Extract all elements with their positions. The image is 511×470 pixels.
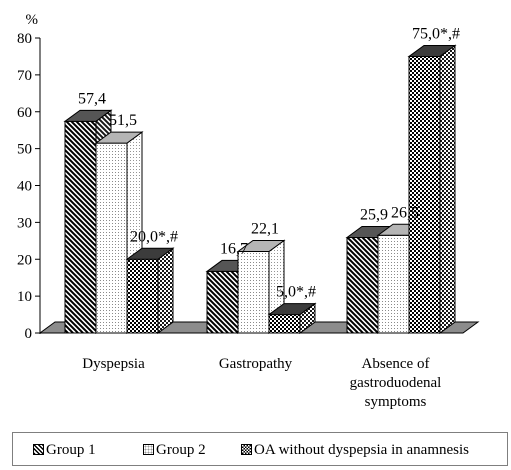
bar [377, 234, 410, 334]
y-tick-label: 20 [17, 252, 32, 268]
data-label: 51,5 [109, 112, 137, 129]
legend-swatch-group-1 [33, 444, 44, 455]
legend-item-oa: OA without dyspepsia in anamnesis [241, 442, 469, 459]
y-tick-label: 50 [17, 142, 32, 158]
data-label: 25,9 [360, 206, 388, 223]
x-category-label-line: symptoms [365, 394, 427, 410]
x-category-label-line: Gastropathy [219, 356, 293, 372]
data-label: 75,0*,# [412, 25, 460, 42]
bar-top [125, 247, 175, 260]
y-tick-label: 30 [17, 215, 32, 231]
x-category-label: Gastropathy [219, 356, 293, 372]
x-category-label-line: gastroduodenal [350, 375, 442, 391]
bar [64, 120, 97, 334]
bar [346, 236, 379, 334]
y-tick-label: 10 [17, 289, 32, 305]
legend-label-group-2: Group 2 [156, 442, 206, 458]
bar [408, 55, 441, 334]
data-label: 16,7 [220, 240, 248, 257]
bar [268, 314, 301, 334]
y-tick-label: 70 [17, 68, 32, 84]
y-axis-unit-label: % [26, 12, 39, 28]
y-tick-label: 40 [17, 179, 32, 195]
bar [126, 258, 159, 334]
y-tick-label: 0 [25, 326, 33, 342]
bar-top [267, 303, 317, 316]
y-tick-label: 60 [17, 105, 32, 121]
y-tick-label: 80 [17, 31, 32, 47]
x-category-label: Dyspepsia [82, 356, 145, 372]
bar-top [63, 109, 113, 122]
bar [95, 142, 128, 334]
bar-side-pattern [439, 44, 456, 334]
x-category-label-line: Dyspepsia [82, 356, 145, 372]
data-label: 5,0*,# [276, 284, 316, 301]
x-category-label: Absence of gastroduodenal symptoms [350, 356, 442, 410]
data-label: 22,1 [251, 221, 279, 238]
data-label: 26,5 [391, 204, 419, 221]
data-label: 57,4 [78, 90, 106, 107]
bar-top [407, 44, 457, 57]
data-label: 20,0*,# [130, 228, 178, 245]
bar-side-pattern [157, 247, 174, 334]
legend-swatch-group-2 [143, 444, 154, 455]
legend-item-group-2: Group 2 [143, 442, 206, 459]
legend-label-group-1: Group 1 [46, 442, 96, 458]
legend-label-oa: OA without dyspepsia in anamnesis [254, 442, 469, 458]
legend-swatch-oa [241, 444, 252, 455]
bar [206, 270, 239, 334]
bar-top [236, 240, 286, 253]
legend-item-group-1: Group 1 [33, 442, 96, 459]
bar-top [94, 131, 144, 144]
bar [237, 251, 270, 334]
legend: Group 1 Group 2 OA without dyspepsia in … [12, 432, 508, 466]
x-category-label-line: Absence of [362, 356, 430, 372]
